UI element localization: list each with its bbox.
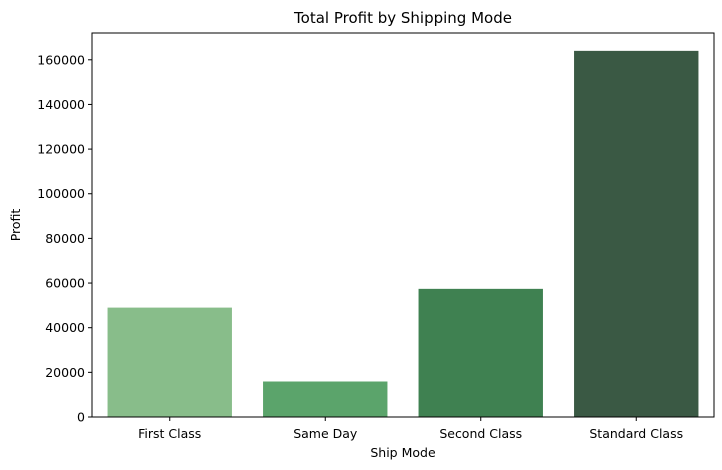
x-tick-label: Second Class bbox=[439, 426, 522, 441]
x-tick-label: Standard Class bbox=[589, 426, 683, 441]
bar-standard-class bbox=[574, 50, 699, 417]
bar-same-day bbox=[263, 381, 388, 417]
x-tick-label: First Class bbox=[138, 426, 201, 441]
y-tick-label: 120000 bbox=[37, 142, 85, 157]
x-axis-title: Ship Mode bbox=[370, 445, 436, 460]
y-tick-label: 160000 bbox=[37, 52, 85, 67]
y-axis-title: Profit bbox=[8, 209, 23, 242]
x-axis: First Class Same Day Second Class Standard … bbox=[138, 417, 683, 441]
y-tick-label: 0 bbox=[77, 410, 85, 425]
y-tick-label: 140000 bbox=[37, 97, 85, 112]
y-tick-label: 80000 bbox=[45, 231, 85, 246]
bars-group bbox=[107, 50, 699, 417]
bar-second-class bbox=[418, 288, 543, 417]
y-tick-label: 20000 bbox=[45, 365, 85, 380]
y-tick-label: 100000 bbox=[37, 186, 85, 201]
plot-frame bbox=[91, 32, 715, 418]
x-tick-label: Same Day bbox=[293, 426, 358, 441]
y-axis: 0 20000 40000 60000 80000 100000 120000 140000 1… bbox=[37, 52, 92, 425]
chart-title: Total Profit by Shipping Mode bbox=[293, 9, 512, 27]
y-tick-label: 40000 bbox=[45, 320, 85, 335]
y-tick-label: 60000 bbox=[45, 276, 85, 291]
bar-first-class bbox=[107, 307, 232, 417]
